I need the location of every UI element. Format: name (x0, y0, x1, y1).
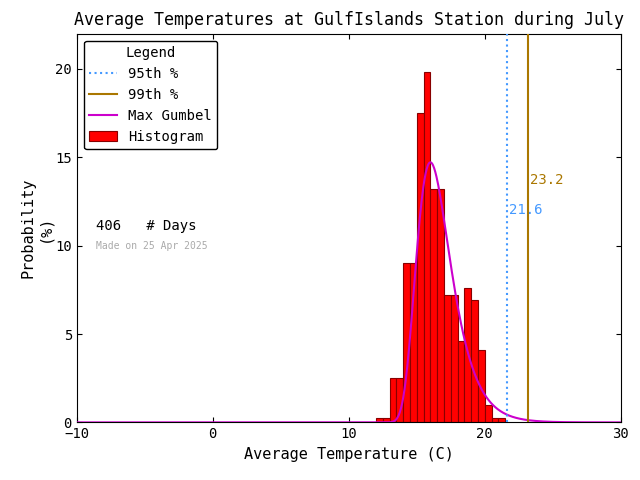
Bar (403, 264, 410, 422)
Text: 406   # Days: 406 # Days (96, 219, 196, 233)
Text: Made on 25 Apr 2025: Made on 25 Apr 2025 (96, 241, 207, 252)
Bar (444, 295, 451, 422)
Bar (417, 113, 424, 422)
Bar (390, 378, 396, 422)
Bar (437, 189, 444, 422)
Bar (383, 418, 390, 422)
Bar (465, 288, 471, 422)
Text: 21.6: 21.6 (509, 203, 542, 217)
Bar (410, 264, 417, 422)
Y-axis label: Probability
(%): Probability (%) (20, 178, 52, 278)
Bar (424, 72, 431, 422)
Bar (492, 418, 499, 422)
Bar (478, 350, 485, 422)
Bar (499, 418, 505, 422)
Bar (458, 341, 465, 422)
Bar (431, 189, 437, 422)
Bar (471, 300, 478, 422)
Bar (376, 418, 383, 422)
Legend: 95th %, 99th %, Max Gumbel, Histogram: 95th %, 99th %, Max Gumbel, Histogram (84, 40, 218, 149)
Title: Average Temperatures at GulfIslands Station during July: Average Temperatures at GulfIslands Stat… (74, 11, 624, 29)
Bar (485, 405, 492, 422)
X-axis label: Average Temperature (C): Average Temperature (C) (244, 447, 454, 462)
Bar (451, 295, 458, 422)
Text: 23.2: 23.2 (531, 173, 564, 187)
Bar (396, 378, 403, 422)
